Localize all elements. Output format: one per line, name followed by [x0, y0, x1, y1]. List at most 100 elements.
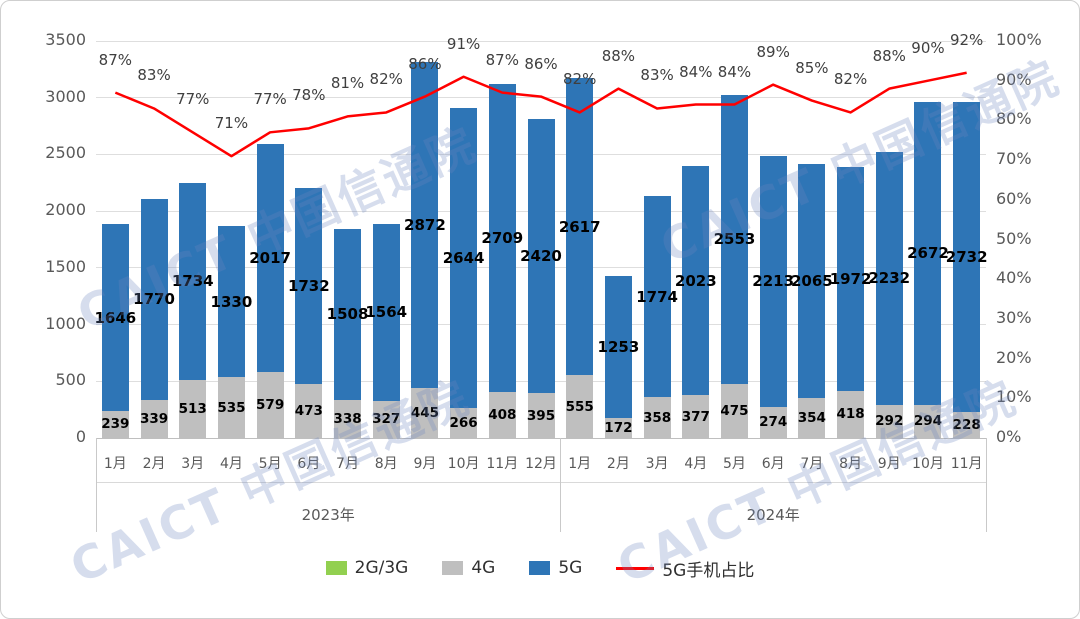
- right-axis-tick: 20%: [996, 347, 1032, 367]
- bar-segment-4g: [334, 399, 362, 438]
- bar-value-label-5g: 2644: [442, 248, 485, 267]
- bar-segment-5g: [140, 198, 168, 400]
- bar-value-label-4g: 327: [372, 411, 401, 428]
- bar-value-label-4g: 339: [139, 410, 169, 427]
- line-point-label: 83%: [640, 66, 674, 85]
- x-axis-month-label: 4月: [219, 456, 243, 472]
- bar-segment-4g: [643, 397, 671, 438]
- bar-value-label-5g: 1734: [171, 272, 214, 291]
- bar-segment-4g: [837, 390, 865, 438]
- right-axis-tick: 100%: [996, 30, 1042, 49]
- right-axis-tick: 60%: [996, 188, 1032, 208]
- bar-segment-5g: [953, 102, 981, 413]
- x-axis-month-label: 11月: [486, 456, 519, 472]
- line-5g-share: [114, 71, 967, 158]
- year-group-separator: [95, 438, 97, 532]
- bar-segment-5g: [914, 101, 942, 405]
- bar-value-label-5g: 1564: [365, 303, 408, 322]
- line-point-label: 77%: [253, 90, 287, 109]
- bar-segment-5g: [411, 61, 439, 388]
- watermark: CAICT 中国信通院: [62, 369, 478, 594]
- bar-segment-4g: [953, 412, 981, 438]
- bar-value-label-5g: 1253: [597, 338, 640, 357]
- line-point-label: 78%: [292, 86, 326, 105]
- bar-segment-5g: [295, 187, 323, 385]
- bar-value-label-5g: 1508: [326, 305, 369, 324]
- bar-value-label-4g: 172: [604, 420, 633, 437]
- x-axis-month-label: 7月: [336, 456, 359, 472]
- gridline: [96, 40, 986, 42]
- x-axis-month-label: 2月: [606, 456, 630, 472]
- bar-segment-4g: [527, 393, 555, 438]
- legend-color-swatch: [442, 561, 464, 575]
- line-point-label: 71%: [214, 114, 249, 133]
- bar-segment-4g: [875, 404, 903, 438]
- bar-segment-4g: [295, 384, 323, 438]
- bar-value-label-4g: 266: [449, 414, 478, 431]
- line-point-label: 84%: [717, 62, 752, 81]
- x-axis-month-label: 4月: [684, 456, 708, 472]
- bar-value-label-4g: 377: [681, 408, 710, 425]
- watermark: CAICT 中国信通院: [69, 116, 485, 341]
- bar-value-label-4g: 395: [526, 407, 556, 424]
- gridline: [96, 153, 986, 155]
- x-axis-month-label: 1月: [103, 456, 127, 472]
- bar-value-label-4g: 338: [333, 410, 362, 427]
- x-axis-month-label: 10月: [912, 456, 944, 472]
- x-axis-month-label: 9月: [413, 456, 437, 472]
- left-axis-tick: 3500: [45, 30, 86, 49]
- x-axis-month-label: 3月: [645, 456, 669, 472]
- right-axis-tick: 30%: [996, 307, 1032, 327]
- bar-segment-4g: [488, 391, 516, 438]
- x-axis-month-label: 6月: [297, 456, 321, 472]
- bar-segment-4g: [720, 384, 748, 438]
- bar-segment-5g: [837, 166, 865, 391]
- left-axis-tick: 1500: [45, 256, 86, 276]
- bar-segment-4g: [450, 407, 478, 438]
- bar-segment-4g: [140, 399, 168, 438]
- legend-color-swatch: [529, 561, 551, 575]
- bar-value-label-4g: 475: [720, 403, 749, 420]
- bar-segment-5g: [643, 196, 671, 398]
- line-point-label: 88%: [601, 46, 636, 65]
- line-point-label: 86%: [524, 54, 558, 73]
- bar-value-label-4g: 228: [952, 417, 981, 434]
- x-axis-month-label: 5月: [258, 456, 282, 472]
- gridline: [96, 324, 986, 326]
- bar-value-label-4g: 555: [565, 398, 594, 415]
- bar-value-label-5g: 2232: [868, 269, 911, 288]
- right-axis-tick: 50%: [996, 228, 1032, 248]
- year-group-separator: [985, 438, 987, 532]
- bar-segment-4g: [256, 372, 284, 438]
- legend-color-swatch: [325, 561, 347, 575]
- legend-label: 5G: [558, 558, 583, 578]
- bar-segment-5g: [566, 78, 594, 376]
- x-axis-month-label: 2月: [142, 456, 166, 472]
- x-axis-year-label: 2023年: [301, 506, 355, 524]
- x-axis-month-label: 5月: [723, 456, 746, 472]
- bar-value-label-4g: 473: [294, 403, 323, 420]
- bar-segment-4g: [217, 377, 245, 438]
- watermark: CAICT 中国信通院: [652, 49, 1068, 274]
- bar-segment-4g: [179, 379, 207, 438]
- line-point-label: 89%: [756, 42, 790, 61]
- bar-value-label-5g: 2709: [481, 229, 524, 248]
- bar-value-label-4g: 274: [759, 414, 788, 431]
- bar-value-label-4g: 239: [101, 416, 130, 433]
- line-point-label: 85%: [795, 58, 829, 77]
- bar-value-label-5g: 1774: [636, 287, 678, 306]
- bar-value-label-5g: 2213: [752, 272, 795, 291]
- line-point-label: 83%: [137, 66, 171, 85]
- x-axis-year-label: 2024年: [746, 506, 800, 524]
- year-band-divider-line: [96, 482, 986, 483]
- bar-segment-4g: [411, 387, 439, 438]
- bar-segment-5g: [604, 276, 632, 419]
- x-axis-month-label: 6月: [761, 456, 785, 472]
- bar-segment-5g: [682, 165, 710, 396]
- bar-segment-4g: [101, 410, 129, 438]
- line-point-label: 82%: [563, 70, 597, 89]
- legend-line-marker: [616, 566, 655, 570]
